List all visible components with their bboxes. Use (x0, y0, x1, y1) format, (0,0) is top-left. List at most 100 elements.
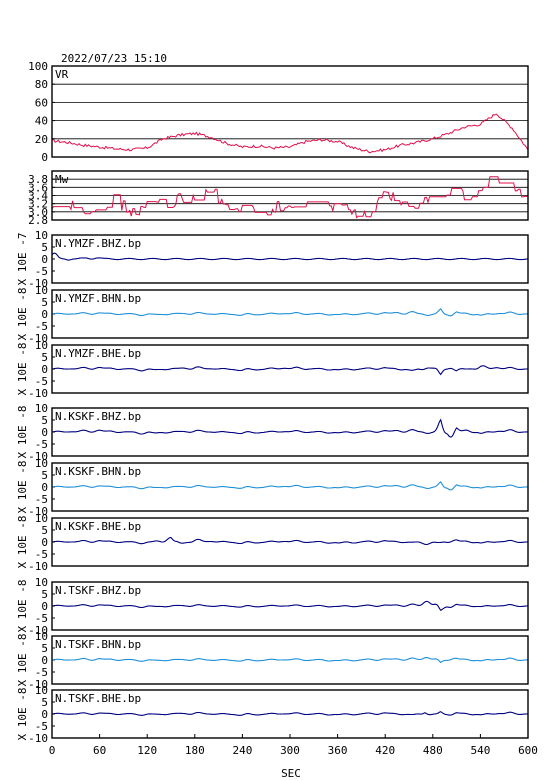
panel-label: N.KSKF.BHN.bp (55, 465, 141, 478)
series-line (51, 113, 529, 154)
series-line (51, 537, 529, 546)
x-tick-label: 360 (328, 744, 348, 757)
y-exponent-label: X 10E -8 (16, 580, 29, 633)
y-tick-label: 0 (41, 536, 48, 549)
y-tick-label: 0 (41, 363, 48, 376)
y-exponent-label: X 10E -8 (16, 288, 29, 341)
y-tick-label: 0 (41, 600, 48, 613)
panel-label: N.YMZF.BHN.bp (55, 292, 141, 305)
panel-frame (51, 517, 529, 567)
x-tick-label: 0 (49, 744, 56, 757)
y-tick-label: 80 (35, 78, 48, 91)
y-tick-label: 0 (41, 654, 48, 667)
y-tick-label: 10 (35, 576, 48, 589)
panel-2: 2.83.03.23.43.63.8 Mw (28, 170, 529, 227)
y-tick-label: 10 (35, 402, 48, 415)
y-tick-label: -5 (35, 493, 48, 506)
x-axis-label: SEC (281, 767, 301, 780)
y-tick-label: -10 (28, 450, 48, 463)
x-tick-label: 300 (280, 744, 300, 757)
y-tick-label: 5 (41, 588, 48, 601)
panel-frame (51, 234, 529, 284)
x-tick-label: 120 (137, 744, 157, 757)
y-tick-label: 3.0 (28, 206, 48, 219)
x-tick-label: 240 (232, 744, 252, 757)
y-tick-label: 10 (35, 284, 48, 297)
figure-title: 2022/07/23 15:10 (61, 52, 167, 65)
y-tick-label: -10 (28, 732, 48, 745)
y-tick-label: 20 (35, 133, 48, 146)
panel-label: N.TSKF.BHN.bp (55, 638, 141, 651)
y-tick-label: 10 (35, 229, 48, 242)
series-line (51, 252, 529, 261)
series-line (51, 418, 529, 438)
y-tick-label: 5 (41, 696, 48, 709)
y-tick-label: 5 (41, 524, 48, 537)
y-tick-label: 5 (41, 469, 48, 482)
y-exponent-label: X 10E -7 (16, 233, 29, 286)
panel-frame (51, 344, 529, 394)
y-tick-label: -5 (35, 375, 48, 388)
panel-frame (51, 170, 529, 221)
y-tick-label: -5 (35, 720, 48, 733)
y-exponent-label: X 10E -8 (16, 634, 29, 687)
panel-label: VR (55, 68, 69, 81)
y-tick-label: 0 (41, 253, 48, 266)
y-tick-label: -10 (28, 560, 48, 573)
y-tick-label: 3.4 (28, 190, 48, 203)
y-tick-label: -10 (28, 505, 48, 518)
series-line (51, 657, 529, 664)
x-axis: 0 60 120 180 240 300 360 420 480 540 600 (49, 734, 538, 757)
panel-label: N.YMZF.BHZ.bp (55, 237, 141, 250)
y-tick-label: 0 (41, 151, 48, 164)
y-exponent-label: X 10E -8 (16, 343, 29, 396)
y-tick-label: -5 (35, 612, 48, 625)
panel-label: N.TSKF.BHE.bp (55, 692, 141, 705)
y-tick-label: -10 (28, 624, 48, 637)
x-tick-label: 540 (470, 744, 490, 757)
panel-label: N.KSKF.BHE.bp (55, 520, 141, 533)
y-tick-label: 0 (41, 708, 48, 721)
y-tick-label: 5 (41, 296, 48, 309)
y-tick-label: 100 (28, 60, 48, 73)
y-tick-label: 10 (35, 339, 48, 352)
y-tick-label: -5 (35, 438, 48, 451)
x-tick-label: 180 (185, 744, 205, 757)
y-tick-label: -10 (28, 332, 48, 345)
y-tick-label: 10 (35, 457, 48, 470)
panel-frame (51, 462, 529, 512)
y-tick-label: 0 (41, 481, 48, 494)
y-tick-label: -10 (28, 387, 48, 400)
y-tick-label: -5 (35, 265, 48, 278)
panel-label: N.TSKF.BHZ.bp (55, 584, 141, 597)
panel-frame (51, 581, 529, 631)
series-line (51, 600, 529, 612)
panel-label: N.KSKF.BHZ.bp (55, 410, 141, 423)
panel-1: 0 20 40 60 80 100 VR (28, 60, 529, 164)
y-tick-label: 0 (41, 308, 48, 321)
panel-frame (51, 65, 529, 158)
series-line (51, 176, 528, 219)
y-tick-label: 3.6 (28, 181, 48, 194)
y-tick-label: 40 (35, 115, 48, 128)
y-tick-label: -10 (28, 678, 48, 691)
x-tick-label: 480 (423, 744, 443, 757)
y-exponent-label: X 10E -8 (16, 461, 29, 514)
y-exponent-label: X 10E -8 (16, 406, 29, 459)
x-tick-label: 60 (93, 744, 106, 757)
y-tick-label: -5 (35, 320, 48, 333)
panel-label: Mw (55, 173, 69, 186)
y-tick-label: 0 (41, 426, 48, 439)
series-line (51, 308, 529, 317)
y-tick-label: 2.8 (28, 214, 48, 227)
series-line (51, 365, 529, 376)
panel-frame (51, 635, 529, 685)
